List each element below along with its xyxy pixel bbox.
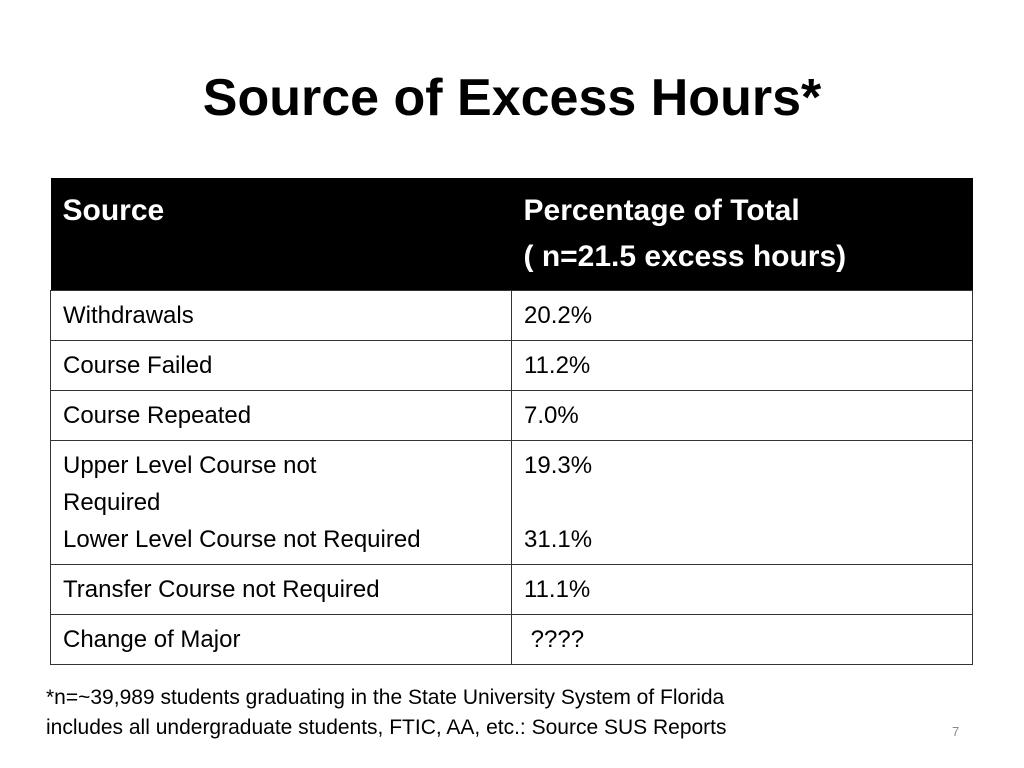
row-source: Course Repeated xyxy=(50,390,512,441)
row-source-upper-line1: Upper Level Course not xyxy=(63,452,317,479)
table-header-row: Source Percentage of Total ( n=21.5 exce… xyxy=(50,178,973,291)
table-row: Transfer Course not Required 11.1% xyxy=(50,564,973,615)
slide-title: Source of Excess Hours* xyxy=(202,69,822,127)
header-percentage-line1: Percentage of Total xyxy=(523,194,800,227)
row-value: 11.1% xyxy=(511,564,973,615)
table-row: Change of Major ???? xyxy=(50,614,973,665)
table-row: Course Failed 11.2% xyxy=(50,340,973,391)
table-row: Upper Level Course not Required Lower Le… xyxy=(50,440,973,565)
row-source-lower: Lower Level Course not Required xyxy=(63,526,421,553)
row-source: Course Failed xyxy=(50,340,512,391)
table-row: Course Repeated 7.0% xyxy=(50,390,973,441)
row-source: Withdrawals xyxy=(50,290,512,341)
row-value-upper: 19.3% xyxy=(524,452,593,479)
header-source: Source xyxy=(50,178,512,291)
row-value: 20.2% xyxy=(511,290,973,341)
header-percentage: Percentage of Total ( n=21.5 excess hour… xyxy=(511,178,973,291)
row-value: 19.3% 31.1% xyxy=(511,440,973,565)
row-value: 11.2% xyxy=(511,340,973,391)
footnote-line2: includes all undergraduate students, FTI… xyxy=(46,716,727,739)
row-source: Change of Major xyxy=(50,614,512,665)
footnote: *n=~39,989 students graduating in the St… xyxy=(46,683,846,743)
excess-hours-table: Source Percentage of Total ( n=21.5 exce… xyxy=(50,178,973,665)
header-percentage-line2: ( n=21.5 excess hours) xyxy=(523,240,847,273)
row-value-spacer xyxy=(524,484,960,521)
row-source: Upper Level Course not Required Lower Le… xyxy=(50,440,512,565)
row-source-upper-line2: Required xyxy=(63,489,161,516)
row-source: Transfer Course not Required xyxy=(50,564,512,615)
row-value-lower: 31.1% xyxy=(524,526,593,553)
footnote-line1: *n=~39,989 students graduating in the St… xyxy=(46,686,725,709)
page-number: 7 xyxy=(952,724,960,739)
row-value: ???? xyxy=(511,614,973,665)
row-value: 7.0% xyxy=(511,390,973,441)
table-row: Withdrawals 20.2% xyxy=(50,290,973,341)
